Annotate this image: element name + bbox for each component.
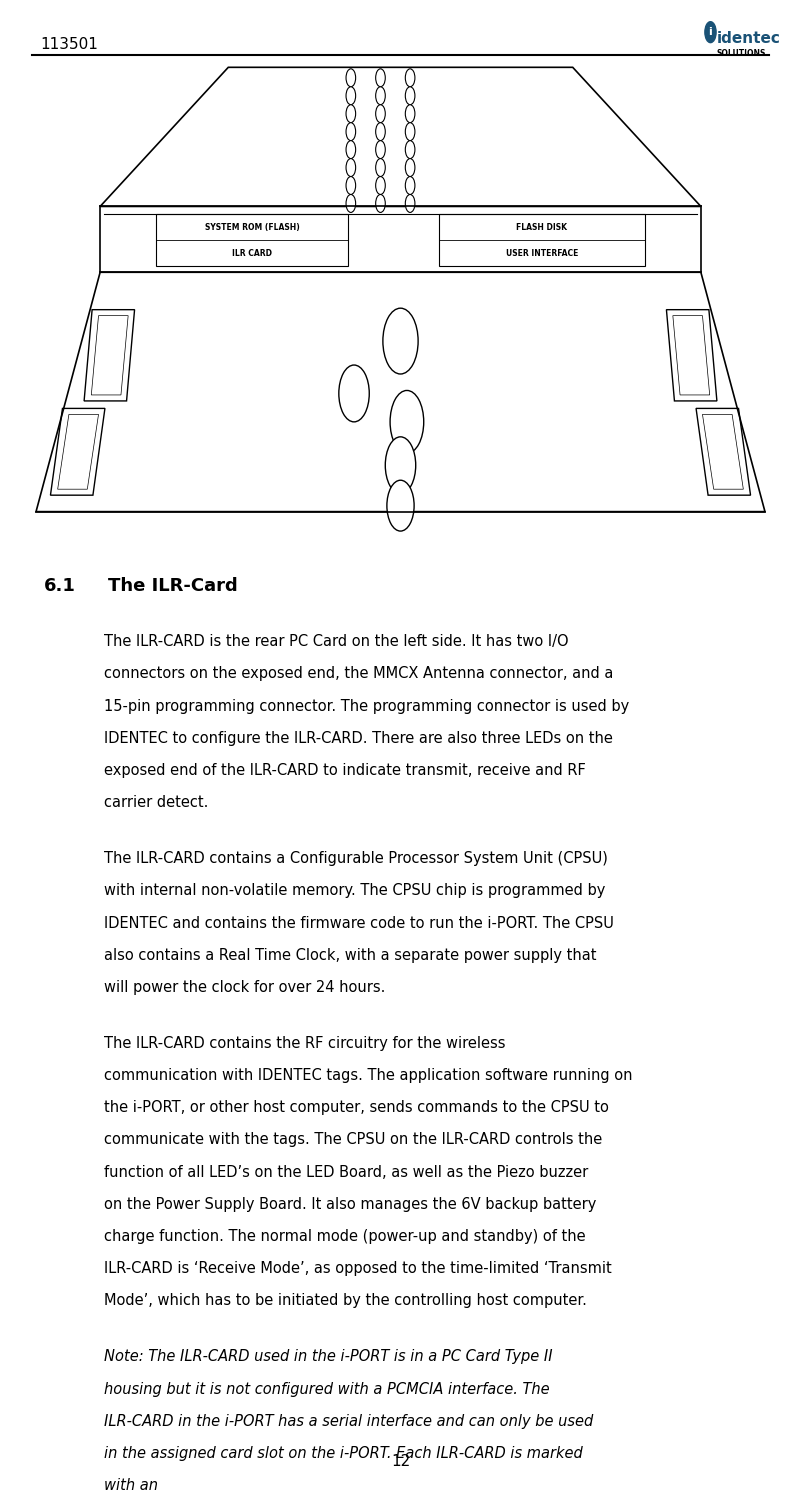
Text: The ILR-CARD contains a Configurable Processor System Unit (CPSU): The ILR-CARD contains a Configurable Pro… — [104, 851, 608, 866]
Text: communicate with the tags. The CPSU on the ILR-CARD controls the: communicate with the tags. The CPSU on t… — [104, 1132, 602, 1147]
Text: on the Power Supply Board. It also manages the 6V backup battery: on the Power Supply Board. It also manag… — [104, 1197, 597, 1212]
Circle shape — [385, 437, 416, 494]
Circle shape — [339, 365, 369, 422]
Circle shape — [346, 194, 356, 212]
Text: 113501: 113501 — [40, 37, 98, 52]
Text: ILR CARD: ILR CARD — [232, 248, 272, 257]
Text: SOLUTIONS: SOLUTIONS — [717, 49, 767, 58]
Text: The ILR-Card: The ILR-Card — [108, 577, 238, 595]
Text: will power the clock for over 24 hours.: will power the clock for over 24 hours. — [104, 980, 385, 995]
Circle shape — [346, 87, 356, 105]
Text: function of all LED’s on the LED Board, as well as the Piezo buzzer: function of all LED’s on the LED Board, … — [104, 1165, 589, 1180]
Circle shape — [705, 22, 716, 43]
Text: charge function. The normal mode (power-up and standby) of the: charge function. The normal mode (power-… — [104, 1230, 586, 1245]
Circle shape — [376, 69, 385, 87]
Text: 15-pin programming connector. The programming connector is used by: 15-pin programming connector. The progra… — [104, 699, 630, 714]
Text: with an: with an — [104, 1478, 158, 1493]
Circle shape — [405, 69, 415, 87]
Text: i: i — [709, 27, 712, 37]
Circle shape — [376, 87, 385, 105]
Text: exposed end of the ILR-CARD to indicate transmit, receive and RF: exposed end of the ILR-CARD to indicate … — [104, 763, 586, 778]
Circle shape — [376, 123, 385, 141]
Text: Note: The ILR-CARD used in the i-PORT is in a PC Card Type II: Note: The ILR-CARD used in the i-PORT is… — [104, 1349, 553, 1364]
Text: USER INTERFACE: USER INTERFACE — [505, 248, 578, 257]
Circle shape — [390, 390, 424, 453]
Text: ILR-CARD in the i-PORT has a serial interface and can only be used: ILR-CARD in the i-PORT has a serial inte… — [104, 1414, 594, 1429]
Text: IDENTEC to configure the ILR-CARD. There are also three LEDs on the: IDENTEC to configure the ILR-CARD. There… — [104, 730, 613, 747]
Text: communication with IDENTEC tags. The application software running on: communication with IDENTEC tags. The app… — [104, 1068, 633, 1083]
Text: the i-PORT, or other host computer, sends commands to the CPSU to: the i-PORT, or other host computer, send… — [104, 1101, 609, 1116]
Text: connectors on the exposed end, the MMCX Antenna connector, and a: connectors on the exposed end, the MMCX … — [104, 667, 614, 682]
Circle shape — [346, 123, 356, 141]
Circle shape — [376, 159, 385, 177]
Bar — [439, 214, 645, 266]
Circle shape — [376, 141, 385, 159]
Text: with internal non-volatile memory. The CPSU chip is programmed by: with internal non-volatile memory. The C… — [104, 883, 606, 899]
Text: carrier detect.: carrier detect. — [104, 796, 208, 811]
Circle shape — [387, 480, 414, 531]
Text: identec: identec — [717, 31, 781, 46]
Circle shape — [346, 105, 356, 123]
Circle shape — [376, 105, 385, 123]
Text: 6.1: 6.1 — [44, 577, 76, 595]
Text: housing but it is not configured with a PCMCIA interface. The: housing but it is not configured with a … — [104, 1382, 549, 1397]
Bar — [156, 214, 348, 266]
Circle shape — [346, 159, 356, 177]
Text: The ILR-CARD is the rear PC Card on the left side. It has two I/O: The ILR-CARD is the rear PC Card on the … — [104, 634, 569, 649]
Circle shape — [405, 159, 415, 177]
Text: The ILR-CARD contains the RF circuitry for the wireless: The ILR-CARD contains the RF circuitry f… — [104, 1037, 505, 1052]
Text: Mode’, which has to be initiated by the controlling host computer.: Mode’, which has to be initiated by the … — [104, 1293, 587, 1309]
Circle shape — [346, 141, 356, 159]
Circle shape — [405, 87, 415, 105]
Circle shape — [383, 308, 418, 374]
Text: SYSTEM ROM (FLASH): SYSTEM ROM (FLASH) — [205, 223, 300, 232]
Circle shape — [405, 141, 415, 159]
Text: FLASH DISK: FLASH DISK — [517, 223, 567, 232]
Circle shape — [405, 123, 415, 141]
Text: ILR-CARD is ‘Receive Mode’, as opposed to the time-limited ‘Transmit: ILR-CARD is ‘Receive Mode’, as opposed t… — [104, 1261, 612, 1276]
Circle shape — [405, 105, 415, 123]
Circle shape — [405, 177, 415, 194]
Text: IDENTEC and contains the firmware code to run the i-PORT. The CPSU: IDENTEC and contains the firmware code t… — [104, 916, 614, 931]
Circle shape — [346, 177, 356, 194]
Text: in the assigned card slot on the i-PORT. Each ILR-CARD is marked: in the assigned card slot on the i-PORT.… — [104, 1447, 583, 1462]
Circle shape — [405, 194, 415, 212]
Circle shape — [376, 194, 385, 212]
Text: 12: 12 — [391, 1454, 410, 1469]
Circle shape — [346, 69, 356, 87]
Circle shape — [376, 177, 385, 194]
Text: also contains a Real Time Clock, with a separate power supply that: also contains a Real Time Clock, with a … — [104, 948, 597, 963]
